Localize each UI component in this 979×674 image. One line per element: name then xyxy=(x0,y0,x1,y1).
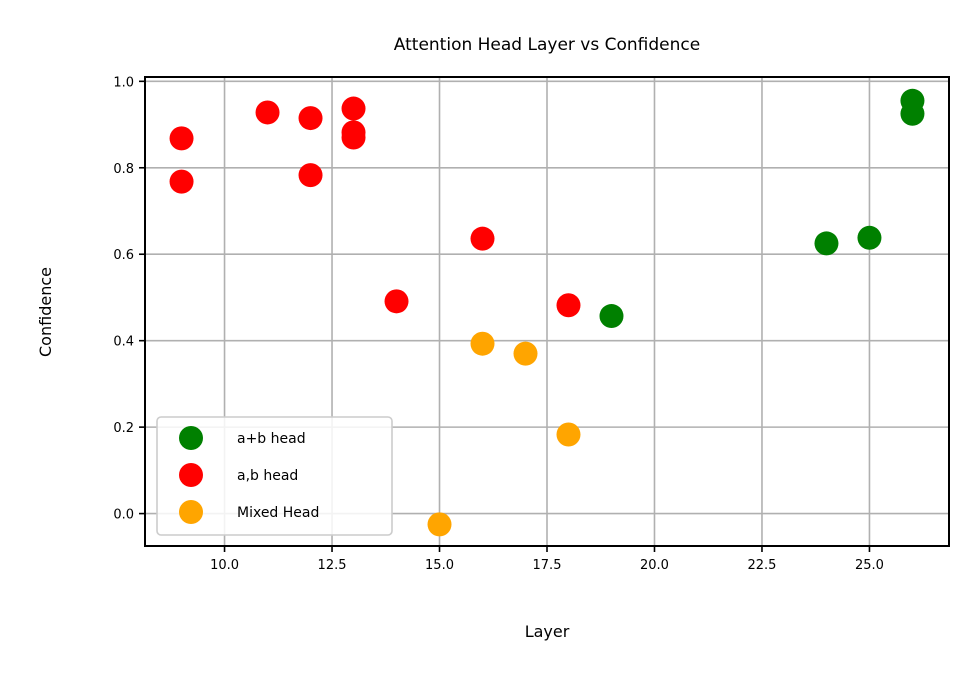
point-a-b-head xyxy=(384,289,409,314)
point-mixed-head xyxy=(513,341,538,366)
x-axis-ticks: 10.0 12.5 15.0 17.5 20.0 22.5 25.0 xyxy=(210,546,884,573)
x-tick-label: 15.0 xyxy=(425,558,454,573)
y-tick-label: 0.0 xyxy=(113,508,134,523)
point-a-b-head xyxy=(169,169,194,194)
x-tick-label: 20.0 xyxy=(640,558,669,573)
y-tick-label: 0.2 xyxy=(113,421,134,436)
x-tick-label: 10.0 xyxy=(210,558,239,573)
point-a-b-head xyxy=(341,96,366,121)
point-a-b-head xyxy=(470,226,495,251)
point-a-b-head xyxy=(298,163,323,188)
x-tick-label: 12.5 xyxy=(318,558,347,573)
legend: a+b head a,b head Mixed Head xyxy=(156,416,393,536)
point-a-b-head xyxy=(298,106,323,131)
point-mixed-head xyxy=(470,331,495,356)
y-tick-label: 0.4 xyxy=(113,335,134,350)
point-a-b-head xyxy=(255,100,280,125)
point-a-b-head xyxy=(857,225,882,250)
chart-title: Attention Head Layer vs Confidence xyxy=(394,35,700,55)
y-tick-label: 0.6 xyxy=(113,248,134,263)
point-a-b-head xyxy=(341,125,366,150)
point-mixed-head xyxy=(556,422,581,447)
x-axis-label: Layer xyxy=(525,622,570,641)
legend-label-mixed-head: Mixed Head xyxy=(237,505,319,521)
legend-marker-a-b-head xyxy=(179,426,203,450)
legend-marker-a-b-head xyxy=(179,463,203,487)
x-tick-label: 17.5 xyxy=(533,558,562,573)
point-a-b-head xyxy=(900,101,925,126)
data-points xyxy=(169,88,925,537)
y-axis-label: Confidence xyxy=(36,267,55,357)
legend-marker-mixed-head xyxy=(179,500,203,524)
x-tick-label: 22.5 xyxy=(747,558,776,573)
legend-box xyxy=(156,416,393,536)
legend-label-a-b-head: a,b head xyxy=(237,468,298,484)
y-tick-label: 0.8 xyxy=(113,162,134,177)
point-a-b-head xyxy=(556,293,581,318)
point-a-b-head xyxy=(814,231,839,256)
legend-label-a-b-head: a+b head xyxy=(237,431,306,447)
point-a-b-head xyxy=(599,304,624,329)
point-mixed-head xyxy=(427,512,452,537)
x-tick-label: 25.0 xyxy=(855,558,884,573)
y-axis-ticks: 0.0 0.2 0.4 0.6 0.8 1.0 xyxy=(113,75,145,523)
point-a-b-head xyxy=(169,126,194,151)
y-tick-label: 1.0 xyxy=(113,75,134,90)
